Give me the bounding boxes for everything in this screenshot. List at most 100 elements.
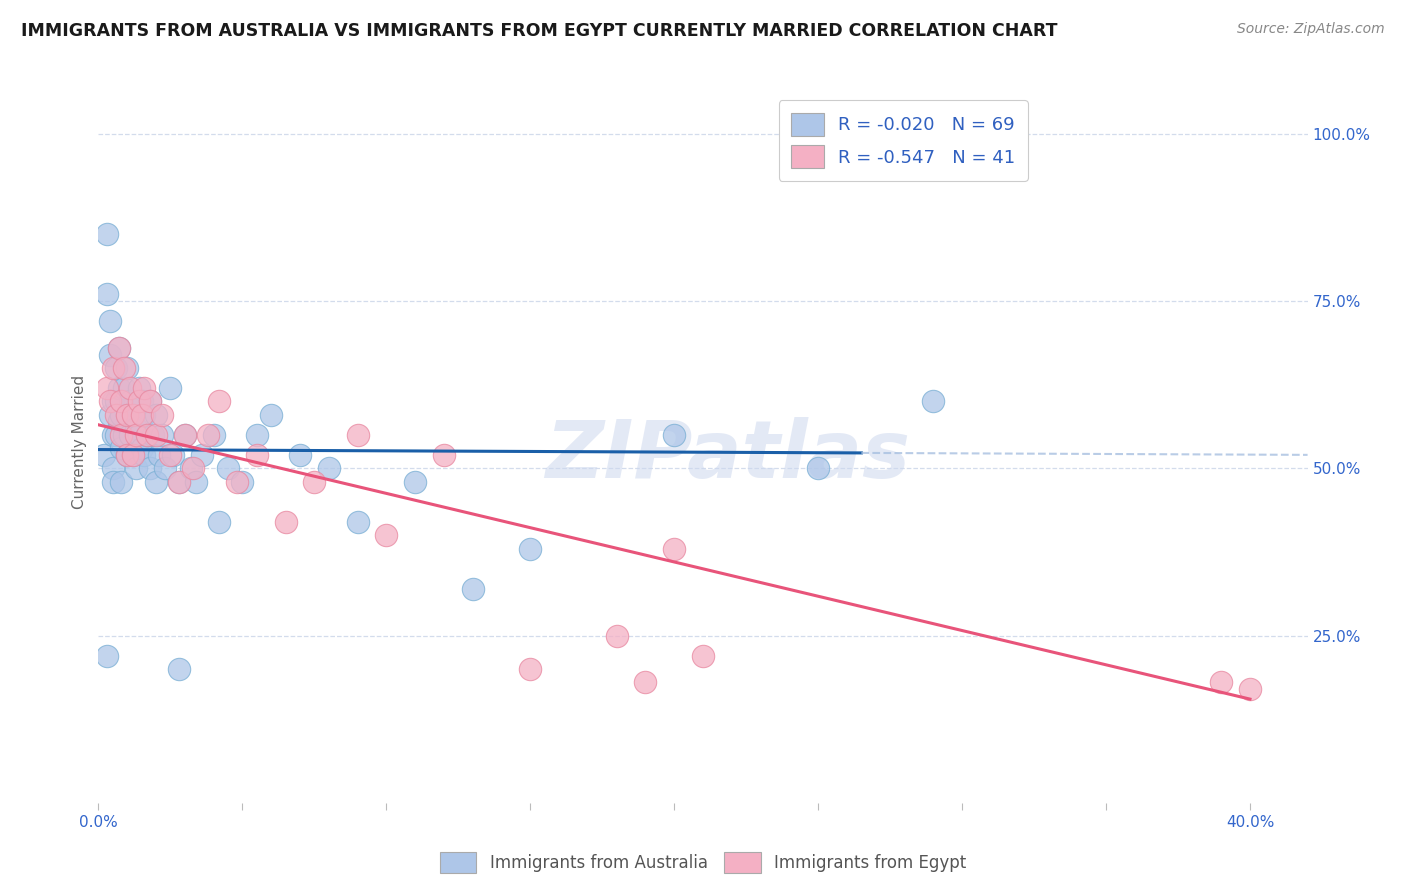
Point	[173, 427, 195, 442]
Point	[142, 427, 165, 442]
Point	[115, 448, 138, 462]
Point	[246, 427, 269, 442]
Point	[101, 475, 124, 489]
Point	[139, 394, 162, 409]
Point	[110, 475, 132, 489]
Point	[125, 427, 148, 442]
Point	[115, 448, 138, 462]
Point	[96, 227, 118, 242]
Point	[128, 427, 150, 442]
Point	[101, 461, 124, 475]
Point	[136, 427, 159, 442]
Point	[110, 394, 132, 409]
Point	[246, 448, 269, 462]
Point	[134, 448, 156, 462]
Point	[101, 427, 124, 442]
Point	[125, 421, 148, 435]
Point	[128, 381, 150, 395]
Point	[318, 461, 340, 475]
Point	[664, 427, 686, 442]
Point	[150, 408, 173, 422]
Point	[107, 341, 129, 355]
Point	[159, 381, 181, 395]
Point	[1211, 675, 1233, 690]
Point	[208, 515, 231, 529]
Point	[112, 427, 135, 442]
Point	[153, 461, 176, 475]
Point	[145, 475, 167, 489]
Point	[107, 414, 129, 429]
Point	[96, 648, 118, 663]
Point	[115, 408, 138, 422]
Point	[183, 461, 205, 475]
Point	[260, 408, 283, 422]
Point	[167, 662, 190, 676]
Point	[107, 341, 129, 355]
Point	[148, 448, 170, 462]
Point	[122, 408, 145, 422]
Point	[122, 448, 145, 462]
Point	[104, 427, 127, 442]
Point	[131, 408, 153, 422]
Point	[98, 408, 121, 422]
Text: ZIPatlas: ZIPatlas	[544, 417, 910, 495]
Point	[304, 475, 326, 489]
Point	[104, 408, 127, 422]
Point	[167, 475, 190, 489]
Point	[1239, 681, 1261, 696]
Point	[150, 427, 173, 442]
Point	[134, 408, 156, 422]
Point	[191, 448, 214, 462]
Legend: R = -0.020   N = 69, R = -0.547   N = 41: R = -0.020 N = 69, R = -0.547 N = 41	[779, 100, 1028, 181]
Point	[208, 394, 231, 409]
Point	[433, 448, 456, 462]
Point	[461, 582, 484, 596]
Point	[112, 381, 135, 395]
Point	[202, 427, 225, 442]
Point	[225, 475, 247, 489]
Point	[136, 427, 159, 442]
Point	[606, 628, 628, 642]
Point	[104, 361, 127, 376]
Point	[110, 408, 132, 422]
Point	[167, 475, 190, 489]
Point	[120, 381, 142, 395]
Point	[664, 541, 686, 556]
Point	[346, 515, 368, 529]
Point	[125, 461, 148, 475]
Point	[217, 461, 239, 475]
Point	[122, 408, 145, 422]
Point	[180, 461, 202, 475]
Point	[346, 427, 368, 442]
Point	[807, 461, 830, 475]
Point	[120, 394, 142, 409]
Point	[98, 394, 121, 409]
Point	[122, 448, 145, 462]
Point	[519, 662, 541, 676]
Point	[159, 448, 181, 462]
Point	[93, 448, 115, 462]
Point	[145, 427, 167, 442]
Point	[922, 394, 945, 409]
Point	[96, 381, 118, 395]
Point	[101, 361, 124, 376]
Point	[104, 394, 127, 409]
Point	[145, 408, 167, 422]
Point	[519, 541, 541, 556]
Point	[288, 448, 311, 462]
Point	[634, 675, 657, 690]
Point	[110, 427, 132, 442]
Legend: Immigrants from Australia, Immigrants from Egypt: Immigrants from Australia, Immigrants fr…	[433, 846, 973, 880]
Point	[110, 442, 132, 455]
Point	[134, 381, 156, 395]
Point	[231, 475, 253, 489]
Point	[197, 427, 219, 442]
Text: IMMIGRANTS FROM AUSTRALIA VS IMMIGRANTS FROM EGYPT CURRENTLY MARRIED CORRELATION: IMMIGRANTS FROM AUSTRALIA VS IMMIGRANTS …	[21, 22, 1057, 40]
Point	[120, 427, 142, 442]
Text: Source: ZipAtlas.com: Source: ZipAtlas.com	[1237, 22, 1385, 37]
Point	[115, 408, 138, 422]
Point	[186, 475, 208, 489]
Point	[692, 648, 714, 663]
Point	[375, 528, 398, 542]
Point	[98, 314, 121, 328]
